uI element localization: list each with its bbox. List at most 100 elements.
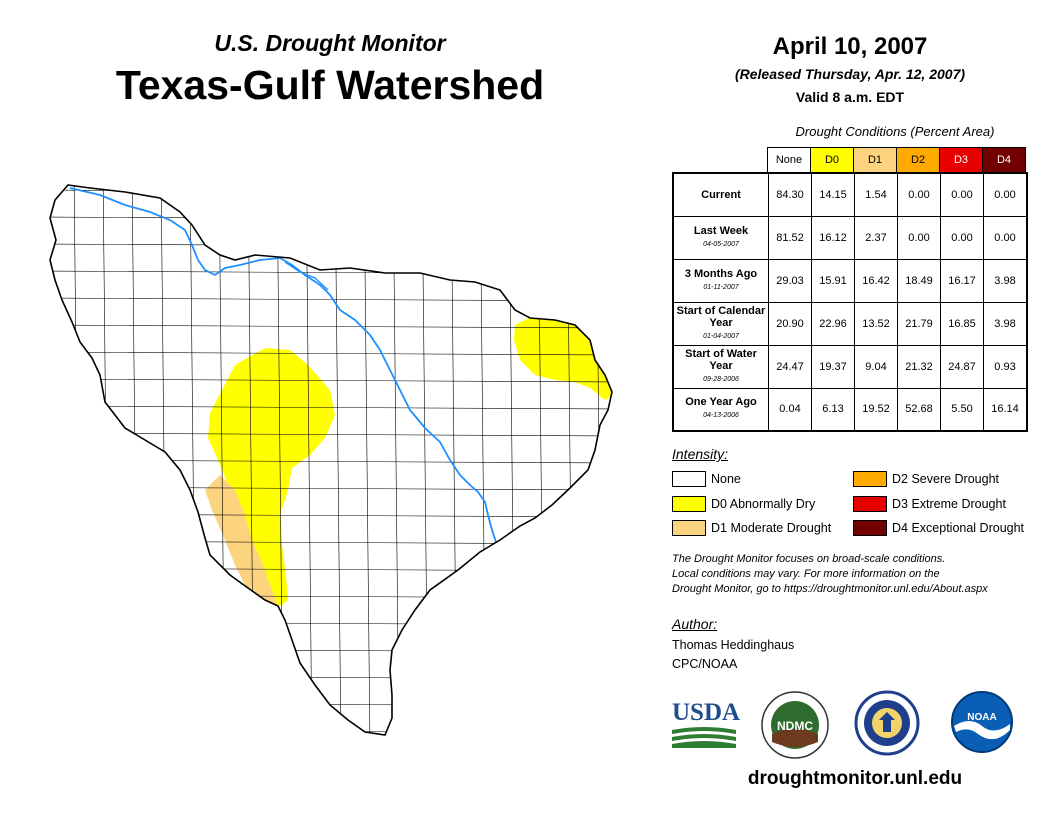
table-cell: 24.87	[940, 344, 984, 389]
table-row: Start of Water Year 09-28-2006 24.47 19.37 9…	[672, 344, 1028, 389]
drought-table: Current 84.30 14.15 1.54 0.00 0.00 0.00 Last We…	[672, 172, 1028, 432]
table-title: Drought Conditions (Percent Area)	[795, 124, 995, 139]
legend-item: None	[672, 471, 741, 487]
row-date: 01-04-2007	[703, 332, 739, 340]
legend-label: D2 Severe Drought	[892, 472, 1000, 486]
legend-item: D1 Moderate Drought	[672, 520, 831, 536]
legend-swatch	[672, 496, 706, 512]
table-cell: 16.85	[940, 301, 984, 346]
table-cell: 22.96	[811, 301, 855, 346]
table-cell: 0.00	[983, 172, 1028, 217]
county-line	[305, 185, 313, 735]
map-date: April 10, 2007	[772, 33, 928, 60]
author-organization: CPC/NOAA	[672, 657, 738, 671]
river-branch	[284, 261, 329, 291]
footer-url[interactable]: droughtmonitor.unl.edu	[747, 768, 963, 789]
ndmc-logo: NDMC	[761, 691, 829, 759]
table-row: 3 Months Ago 01-11-2007 29.03 15.91 16.42 18.…	[672, 258, 1028, 303]
legend-swatch	[853, 496, 887, 512]
table-row: Start of Calendar Year 01-04-2007 20.90 22.…	[672, 301, 1028, 346]
table-cell: 3.98	[983, 258, 1028, 303]
row-label: 3 Months Ago 01-11-2007	[672, 258, 769, 303]
table-cell: 18.49	[897, 258, 941, 303]
svg-text:NDMC: NDMC	[777, 719, 813, 733]
commerce-seal-icon	[854, 690, 920, 756]
table-cell: 15.91	[811, 258, 855, 303]
row-label: Start of Water Year 09-28-2006	[672, 344, 769, 389]
note-line: Local conditions may vary. For more info…	[672, 568, 940, 580]
legend-label: D1 Moderate Drought	[711, 521, 832, 535]
legend-item: D2 Severe Drought	[853, 471, 999, 487]
row-label: Current	[672, 172, 769, 217]
legend-title: Intensity:	[672, 446, 729, 462]
table-cell: 9.04	[854, 344, 898, 389]
usda-logo: USDA	[672, 700, 740, 748]
column-header: D1	[853, 147, 897, 173]
table-cell: 24.47	[768, 344, 812, 389]
row-date: 09-28-2006	[703, 375, 739, 383]
noaa-logo: NOAA	[951, 691, 1013, 753]
d1-western-area	[205, 475, 278, 606]
valid-time: Valid 8 a.m. EDT	[795, 89, 905, 105]
county-line	[50, 351, 612, 356]
row-label-text: Start of Water Year	[685, 347, 757, 372]
table-cell: 6.13	[811, 387, 855, 432]
table-cell: 52.68	[897, 387, 941, 432]
table-row: One Year Ago 04-13-2006 0.04 6.13 19.52 52.68…	[672, 387, 1028, 432]
column-header: D2	[896, 147, 940, 173]
row-label-text: Current	[701, 188, 741, 201]
column-header: D3	[939, 147, 983, 173]
legend-swatch	[853, 471, 887, 487]
table-cell: 16.12	[811, 215, 855, 260]
legend-swatch	[672, 471, 706, 487]
table-cell: 14.15	[811, 172, 855, 217]
table-cell: 2.37	[854, 215, 898, 260]
table-cell: 13.52	[854, 301, 898, 346]
table-cell: 19.52	[854, 387, 898, 432]
row-label-text: Start of Calendar Year	[676, 304, 766, 329]
river-main	[69, 187, 497, 543]
legend-label: D3 Extreme Drought	[892, 497, 1006, 511]
legend-item: D4 Exceptional Drought	[853, 520, 1024, 536]
legend-swatch	[853, 520, 887, 536]
row-label-text: Last Week	[693, 224, 749, 237]
county-line	[50, 378, 612, 383]
table-cell: 0.00	[897, 172, 941, 217]
column-header: D4	[982, 147, 1026, 173]
table-cell: 0.04	[768, 387, 812, 432]
table-cell: 0.93	[983, 344, 1028, 389]
row-label-text: One Year Ago	[685, 396, 757, 409]
watershed-map	[49, 170, 630, 750]
note-line: Drought Monitor, go to https://droughtmo…	[672, 583, 988, 595]
disclaimer-note: The Drought Monitor focuses on broad-sca…	[672, 552, 1032, 597]
county-line	[595, 185, 603, 735]
county-line	[50, 324, 612, 329]
legend-swatch	[672, 520, 706, 536]
table-cell: 29.03	[768, 258, 812, 303]
d0-east-area	[514, 315, 612, 400]
subtitle: U.S. Drought Monitor	[214, 30, 446, 56]
row-date: 04-05-2007	[703, 240, 739, 248]
column-header: D0	[810, 147, 854, 173]
column-header: None	[767, 147, 811, 173]
table-cell: 84.30	[768, 172, 812, 217]
table-cell: 21.79	[897, 301, 941, 346]
row-label-text: 3 Months Ago	[684, 267, 758, 280]
table-cell: 3.98	[983, 301, 1028, 346]
table-cell: 0.00	[940, 172, 984, 217]
table-header: None D0 D1 D2 D3 D4	[767, 147, 1026, 173]
row-label: Last Week 04-05-2007	[672, 215, 769, 260]
table-cell: 0.00	[897, 215, 941, 260]
legend-item: D0 Abnormally Dry	[672, 496, 815, 512]
row-date: 04-13-2006	[703, 412, 739, 420]
svg-text:NOAA: NOAA	[967, 712, 996, 723]
note-line: The Drought Monitor focuses on broad-sca…	[672, 553, 946, 565]
table-cell: 5.50	[940, 387, 984, 432]
table-cell: 21.32	[897, 344, 941, 389]
table-cell: 1.54	[854, 172, 898, 217]
row-date: 01-11-2007	[703, 283, 739, 291]
table-cell: 81.52	[768, 215, 812, 260]
row-label: Start of Calendar Year 01-04-2007	[672, 301, 769, 346]
county-line	[625, 170, 630, 750]
table-cell: 0.00	[940, 215, 984, 260]
